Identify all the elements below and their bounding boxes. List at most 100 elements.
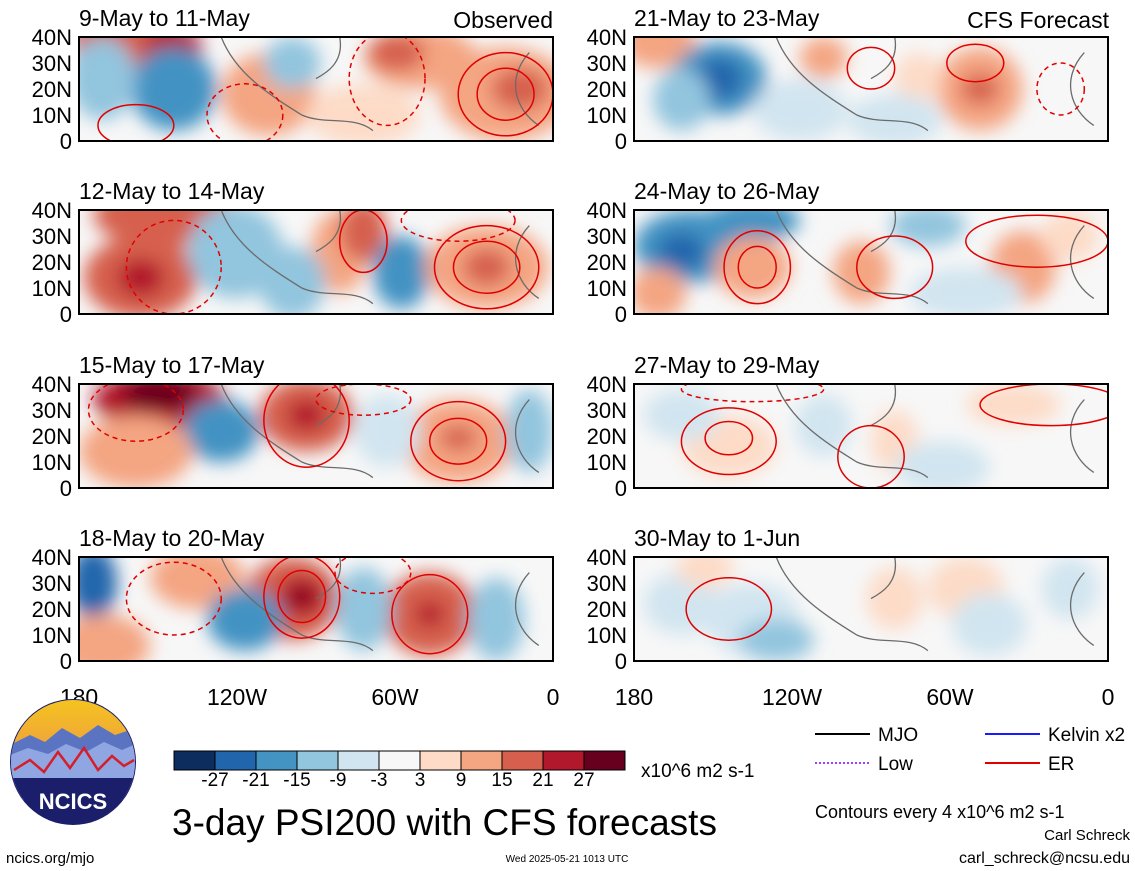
er-contour: [946, 43, 1005, 83]
er-contour: [457, 51, 553, 137]
er-contour: [263, 557, 341, 639]
psi-field: [634, 557, 1108, 661]
panel-frame: [78, 556, 554, 662]
author-email: carl_schreck@ncsu.edu: [959, 850, 1130, 867]
legend-label: Kelvin x2: [1048, 725, 1125, 746]
legend-label: Low: [878, 754, 913, 775]
observed-label: Observed: [453, 7, 553, 33]
panel-title: 18-May to 20-May: [79, 525, 265, 551]
y-tick-label: 0: [615, 129, 627, 154]
y-tick-label: 10N: [587, 450, 627, 475]
er-contour: [433, 224, 540, 310]
er-contour: [737, 245, 777, 289]
panel-frame: [633, 556, 1109, 662]
panel-title: 30-May to 1-Jun: [634, 525, 800, 551]
colorbar-tick: 3: [415, 770, 426, 791]
colorbar-swatch: [255, 750, 298, 771]
y-tick-label: 0: [615, 476, 627, 501]
coastline: [220, 210, 540, 305]
contour-note: Contours every 4 x10^6 m2 s-1: [815, 802, 1065, 822]
er-contour: [856, 235, 934, 300]
er-contour: [348, 37, 426, 127]
colorbar-tick: 9: [456, 770, 467, 791]
colorbar-tick: -9: [330, 770, 347, 791]
er-contour: [338, 210, 388, 274]
er-contour: [277, 569, 327, 624]
coastline: [220, 557, 540, 652]
colorbar-tick: 21: [532, 770, 553, 791]
x-tick-label: 120W: [762, 684, 822, 710]
y-tick-label: 10N: [32, 276, 72, 301]
y-tick-label: 30N: [587, 571, 627, 596]
er-contour: [452, 240, 521, 294]
y-tick-label: 0: [60, 129, 72, 154]
er-contour: [206, 83, 284, 141]
y-tick-label: 10N: [32, 450, 72, 475]
coastline: [775, 210, 1095, 305]
y-tick-label: 40N: [587, 25, 627, 50]
y-tick-label: 30N: [32, 51, 72, 76]
colorbar-swatch: [296, 750, 339, 771]
y-tick-label: 10N: [32, 623, 72, 648]
er-contour: [1036, 62, 1086, 116]
er-contour: [125, 561, 222, 636]
y-tick-label: 0: [60, 649, 72, 674]
er-contour: [704, 420, 754, 456]
psi-field: [79, 210, 553, 314]
logo-text: NCICS: [39, 789, 107, 814]
er-contour: [334, 557, 412, 595]
y-tick-label: 30N: [587, 224, 627, 249]
psi-field: [634, 210, 1108, 314]
y-tick-label: 20N: [32, 250, 72, 275]
y-tick-label: 20N: [587, 424, 627, 449]
y-tick-label: 30N: [587, 51, 627, 76]
colorbar-units: x10^6 m2 s-1: [641, 761, 754, 782]
y-tick-label: 30N: [587, 398, 627, 423]
x-tick-label: 60W: [371, 684, 419, 710]
colorbar: -27 -21 -15 -9 -3 3 9 15 21 27: [173, 750, 626, 791]
y-tick-label: 40N: [32, 372, 72, 397]
y-tick-label: 20N: [587, 250, 627, 275]
timestamp: Wed 2025-05-21 1013 UTC: [506, 854, 629, 865]
er-contour: [263, 384, 350, 468]
colorbar-swatch: [378, 750, 421, 771]
x-tick-label: 60W: [926, 684, 974, 710]
x-tick-label: 180: [615, 684, 653, 710]
ncics-logo: NCICS: [10, 699, 136, 825]
psi-field: [79, 557, 553, 661]
panel-frame: [633, 383, 1109, 489]
psi-field: [634, 384, 1108, 488]
coastline: [775, 37, 1095, 132]
colorbar-swatch: [501, 750, 544, 771]
panel-frame: [78, 209, 554, 315]
psi-field: [79, 384, 553, 488]
er-contour: [410, 400, 507, 482]
y-tick-label: 30N: [32, 224, 72, 249]
colorbar-swatch: [542, 750, 585, 771]
y-tick-label: 0: [615, 302, 627, 327]
panel-title: 27-May to 29-May: [634, 352, 820, 378]
y-tick-label: 20N: [587, 77, 627, 102]
cfs-forecast-label: CFS Forecast: [967, 7, 1109, 33]
er-contour: [125, 219, 222, 314]
legend-label: MJO: [878, 725, 918, 746]
er-contour: [400, 210, 516, 242]
panel-title: 24-May to 26-May: [634, 178, 820, 204]
y-tick-label: 10N: [587, 103, 627, 128]
colorbar-swatch: [583, 750, 626, 771]
panel-title: 12-May to 14-May: [79, 178, 265, 204]
legend: MJO Kelvin x2 Low ER: [815, 725, 1125, 775]
y-tick-label: 20N: [32, 424, 72, 449]
panel-title: 21-May to 23-May: [634, 5, 820, 31]
psi-field: [79, 37, 553, 141]
y-tick-label: 30N: [32, 398, 72, 423]
y-tick-label: 10N: [587, 623, 627, 648]
panel-title: 9-May to 11-May: [79, 5, 250, 31]
panel-frame: [633, 36, 1109, 142]
